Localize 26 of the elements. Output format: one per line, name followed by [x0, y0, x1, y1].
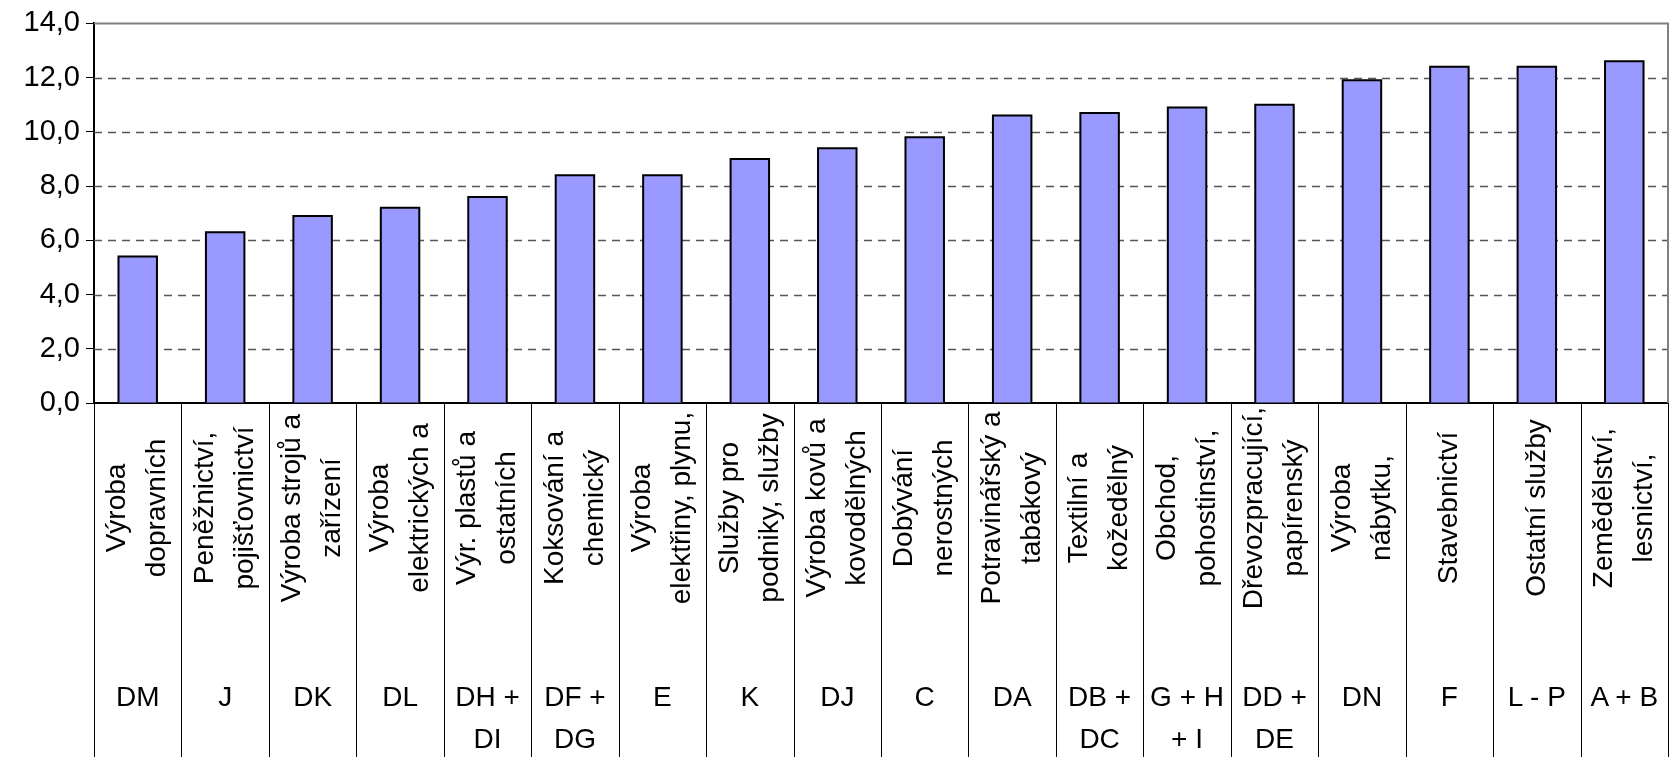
category-label: Dobývání nerostných C — [887, 439, 959, 712]
category-label: Zemědělství, lesnictví, A + B — [1587, 427, 1659, 712]
category-label: Ostatní služby L - P — [1507, 419, 1566, 712]
category-label: Výroba kovů a kovodělných DJ — [800, 418, 871, 712]
category-label: Stavebnictví F — [1432, 431, 1464, 712]
category-label: Koksování a chemický DF + DG — [537, 430, 609, 754]
y-tick-label: 14,0 — [23, 5, 80, 38]
y-tick-label: 8,0 — [39, 168, 80, 201]
category-label: Peněžnictví, pojišťovnictví J — [187, 426, 259, 712]
category-label: Výroba strojů a zařízení DK — [275, 413, 347, 712]
y-tick-label: 12,0 — [23, 59, 80, 92]
category-label: Výroba elektřiny, plynu, E — [625, 411, 697, 712]
category-label: Výr. plastů a ostatních DH + DI — [450, 430, 522, 754]
y-tick-label: 6,0 — [39, 222, 80, 255]
category-label: Výroba nábytku, DN — [1324, 455, 1396, 712]
category-label: Dřevozpracující, papírenský DD + DE — [1237, 406, 1309, 754]
y-tick-label: 2,0 — [39, 330, 80, 363]
category-label: Obchod, pohostinství, G + H + I — [1149, 429, 1225, 754]
category-label: Služby pro podniky, služby K — [712, 413, 784, 712]
y-tick-label: 4,0 — [39, 276, 80, 309]
y-tick-label: 10,0 — [23, 113, 80, 146]
category-label: Výroba elektrických a DL — [362, 423, 434, 712]
category-label: Výroba dopravních DM — [100, 438, 172, 712]
y-tick-label: 0,0 — [39, 385, 80, 417]
category-label: Textilní a kožedělný DB + DC — [1062, 444, 1134, 754]
category-label: Potravinářský a tabákový DA — [974, 411, 1046, 712]
